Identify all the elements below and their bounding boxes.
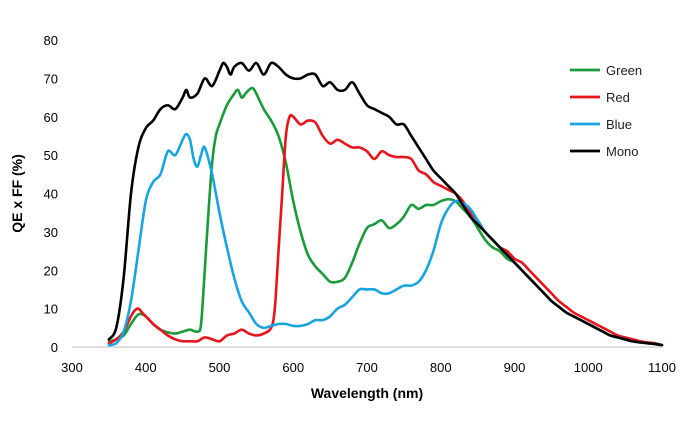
series-line-blue — [107, 132, 664, 347]
x-tick-labels: 300 400 500 600 700 800 900 1000 1100 — [61, 360, 676, 375]
axes: 300 400 500 600 700 800 900 1000 1100 0 10 20 30 40 5… — [9, 33, 676, 401]
x-tick-label: 500 — [209, 360, 231, 375]
series-line-green — [107, 86, 664, 347]
series-line-mono — [107, 61, 664, 347]
x-tick-label: 400 — [135, 360, 157, 375]
x-tick-label: 300 — [61, 360, 83, 375]
y-axis-title: QE x FF (%) — [9, 154, 25, 233]
x-tick-label: 800 — [430, 360, 452, 375]
x-axis-title: Wavelength (nm) — [311, 385, 423, 401]
y-tick-label: 40 — [44, 187, 58, 202]
legend: Green Red Blue Mono — [570, 63, 642, 159]
series-line-red — [107, 113, 664, 347]
y-tick-label: 20 — [44, 263, 58, 278]
y-tick-label: 30 — [44, 225, 58, 240]
y-tick-label: 70 — [44, 71, 58, 86]
legend-label-green: Green — [606, 63, 642, 78]
y-tick-label: 50 — [44, 148, 58, 163]
y-tick-label: 60 — [44, 110, 58, 125]
x-tick-label: 900 — [504, 360, 526, 375]
legend-label-red: Red — [606, 90, 630, 105]
x-tick-label: 1100 — [648, 360, 676, 375]
y-tick-label: 80 — [44, 33, 58, 48]
x-tick-label: 600 — [282, 360, 304, 375]
x-tick-label: 700 — [356, 360, 378, 375]
x-tick-label: 1000 — [574, 360, 603, 375]
legend-label-mono: Mono — [606, 144, 639, 159]
series-lines — [107, 61, 664, 347]
y-tick-label: 0 — [51, 340, 58, 355]
legend-label-blue: Blue — [606, 117, 632, 132]
y-tick-label: 10 — [44, 302, 58, 317]
y-tick-labels: 0 10 20 30 40 50 60 70 80 — [44, 33, 58, 355]
